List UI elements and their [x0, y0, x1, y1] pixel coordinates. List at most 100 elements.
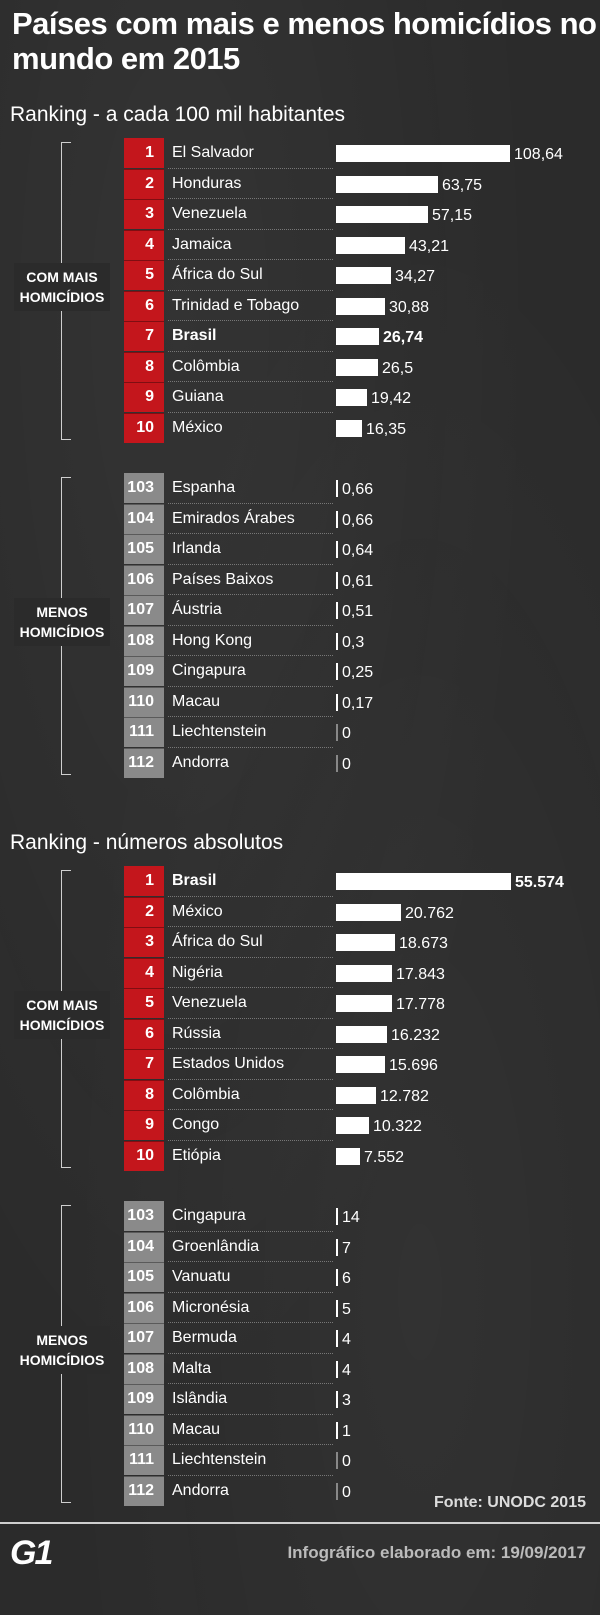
data-label: 3: [342, 1392, 351, 1409]
data-label: 15.696: [389, 1057, 438, 1074]
rank-separator: [124, 1414, 164, 1416]
rank-badge: 110: [124, 686, 164, 717]
row-divider: [168, 1109, 333, 1110]
data-label: 0,66: [342, 511, 374, 529]
country-label: Etiópia: [172, 1146, 221, 1164]
page-title: Países com mais e menos homicídios no mu…: [12, 6, 597, 76]
row-divider: [168, 716, 333, 717]
bar: [336, 693, 338, 711]
country-label: Nigéria: [172, 963, 223, 981]
data-label: 30,88: [389, 298, 430, 316]
row-divider: [168, 987, 333, 988]
country-label: Liechtenstein: [172, 1451, 267, 1468]
row-divider: [168, 320, 333, 321]
row-divider: [168, 198, 333, 199]
country-label: Brasil: [172, 872, 217, 889]
row-divider: [168, 289, 333, 291]
bar: [336, 236, 405, 254]
rank-separator: [124, 229, 164, 231]
rank-badge: 9: [124, 1110, 164, 1140]
rank-separator: [124, 1140, 164, 1142]
group-label: COM MAIS HOMICÍDIOS: [14, 262, 110, 311]
rank-separator: [124, 260, 164, 261]
row-divider: [168, 746, 333, 748]
data-label: 0,51: [342, 603, 374, 620]
country-label: Liechtenstein: [172, 723, 267, 740]
row-divider: [168, 1322, 333, 1323]
rank-separator: [124, 1384, 164, 1385]
rank-separator: [124, 290, 164, 292]
data-label: 57,15: [432, 207, 473, 224]
rank-badge: 105: [124, 1262, 164, 1292]
section-title-per-capita: Ranking - a cada 100 mil habitantes: [10, 103, 346, 126]
rank-separator: [124, 656, 164, 657]
rank-badge: 103: [124, 1201, 164, 1231]
country-label: Áustria: [172, 601, 222, 618]
data-label: 16,35: [366, 420, 407, 438]
country-label: Venezuela: [172, 205, 247, 222]
country-label: Brasil: [172, 327, 217, 344]
rank-badge: 111: [124, 717, 164, 747]
bar: [336, 873, 511, 890]
rank-separator: [124, 1018, 164, 1020]
rank-badge: 9: [124, 382, 164, 412]
rank-separator: [124, 625, 164, 627]
rank-separator: [124, 1445, 164, 1446]
bracket-tick: [61, 774, 71, 775]
rank-badge: 10: [124, 1140, 164, 1171]
country-label: Cingapura: [172, 1207, 246, 1224]
row-divider: [168, 1444, 333, 1445]
rank-badge: 4: [124, 229, 164, 260]
bar: [336, 1086, 376, 1104]
bar: [336, 1238, 338, 1256]
rank-separator: [124, 1110, 164, 1111]
country-label: Venezuela: [172, 994, 247, 1011]
rank-separator: [124, 503, 164, 505]
bar: [336, 419, 362, 437]
rank-badge: 106: [124, 564, 164, 595]
data-label: 16.232: [391, 1026, 440, 1044]
rank-badge: 109: [124, 1384, 164, 1414]
rank-badge: 7: [124, 321, 164, 351]
row-divider: [168, 1474, 333, 1476]
bar: [336, 995, 392, 1012]
data-label: 14: [342, 1209, 360, 1226]
row-divider: [168, 1230, 333, 1232]
bar: [336, 724, 338, 741]
bracket-tick: [61, 870, 71, 871]
country-label: Colômbia: [172, 357, 240, 375]
rank-separator: [124, 927, 164, 928]
data-label: 0: [342, 725, 351, 742]
data-label: 5: [342, 1300, 351, 1318]
data-label: 20.762: [405, 904, 454, 922]
bar: [336, 1360, 338, 1378]
data-label: 10.322: [373, 1118, 422, 1135]
bracket-tick: [61, 1502, 71, 1503]
rank-separator: [124, 564, 164, 566]
data-label: 26,74: [383, 329, 424, 346]
bar: [336, 1056, 385, 1073]
country-label: Honduras: [172, 174, 242, 192]
footer-divider: [0, 1522, 600, 1524]
bar: [336, 1391, 338, 1408]
bar: [336, 1117, 369, 1134]
rank-badge: 112: [124, 1475, 164, 1506]
row-divider: [168, 1413, 333, 1415]
country-label: Trinidad e Tobago: [172, 296, 300, 314]
rank-separator: [124, 199, 164, 200]
bar: [336, 1421, 338, 1439]
row-divider: [168, 685, 333, 687]
data-label: 55.574: [515, 874, 564, 891]
data-label: 0: [342, 1453, 351, 1470]
rank-badge: 110: [124, 1414, 164, 1445]
country-label: Vanuatu: [172, 1268, 231, 1285]
data-label: 0,17: [342, 694, 374, 712]
row-divider: [168, 926, 333, 927]
bar: [336, 175, 438, 193]
data-label: 34,27: [395, 268, 436, 285]
rank-badge: 111: [124, 1445, 164, 1475]
row-divider: [168, 1352, 333, 1354]
rank-separator: [124, 1475, 164, 1477]
data-label: 0: [342, 755, 351, 773]
data-label: 4: [342, 1331, 351, 1348]
